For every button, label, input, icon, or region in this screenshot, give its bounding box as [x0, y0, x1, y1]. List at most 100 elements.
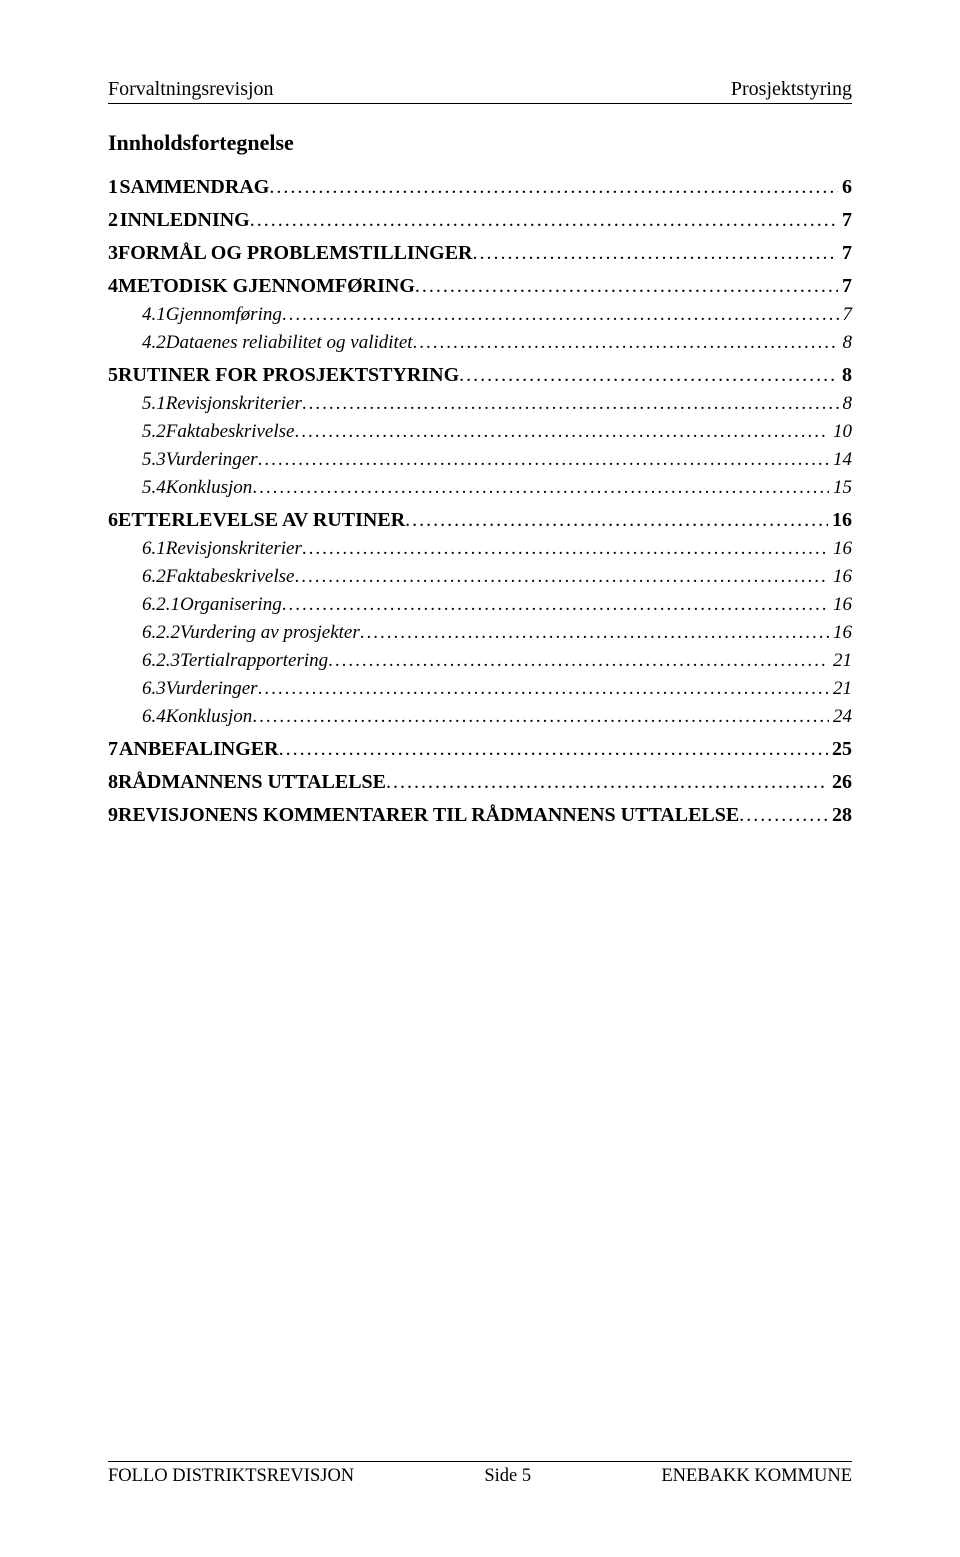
toc-entry-page: 16: [829, 622, 852, 644]
toc-entry-label: Konklusjon: [166, 706, 253, 728]
toc-leader-dots: ........................................…: [294, 566, 829, 588]
toc-entry-label: ETTERLEVELSE AV RUTINER: [118, 509, 405, 532]
toc-leader-dots: ........................................…: [258, 678, 829, 700]
toc-entry: 6.1Revisjonskriterier...................…: [108, 538, 852, 560]
toc-leader-dots: ........................................…: [328, 650, 829, 672]
toc-entry-page: 24: [829, 706, 852, 728]
toc-entry-page: 7: [838, 275, 852, 298]
toc-leader-dots: ........................................…: [739, 804, 828, 827]
toc-leader-dots: ........................................…: [386, 771, 828, 794]
toc-entry: 5.2Faktabeskrivelse.....................…: [108, 421, 852, 443]
toc-entry-page: 14: [829, 449, 852, 471]
toc-entry-number: 5: [108, 364, 118, 387]
toc-entry-page: 10: [829, 421, 852, 443]
toc-entry-label: INNLEDNING: [120, 209, 250, 232]
toc-entry: 5.1Revisjonskriterier...................…: [108, 393, 852, 415]
toc-entry-label: RÅDMANNENS UTTALELSE: [118, 771, 386, 794]
toc-entry-page: 7: [838, 209, 852, 232]
toc-leader-dots: ........................................…: [413, 332, 839, 354]
toc-entry: 5.3Vurderinger..........................…: [108, 449, 852, 471]
toc-entry-label: Vurderinger: [166, 678, 258, 700]
toc-entry-page: 16: [828, 509, 852, 532]
toc-leader-dots: ........................................…: [258, 449, 829, 471]
toc-leader-dots: ........................................…: [252, 706, 829, 728]
toc-entry-number: 1: [108, 176, 119, 199]
toc-leader-dots: ........................................…: [279, 738, 828, 761]
toc-leader-dots: ........................................…: [459, 364, 838, 387]
toc-entry-number: 2: [108, 209, 120, 232]
toc-leader-dots: ........................................…: [252, 477, 829, 499]
toc-leader-dots: ........................................…: [405, 509, 828, 532]
toc-title: Innholdsfortegnelse: [108, 130, 852, 156]
toc-leader-dots: ........................................…: [360, 622, 829, 644]
toc-entry-label: ANBEFALINGER: [119, 738, 279, 761]
toc-entry-number: 6.1: [142, 538, 166, 560]
toc-entry: 3FORMÅL OG PROBLEMSTILLINGER............…: [108, 242, 852, 265]
toc-entry-page: 28: [828, 804, 852, 827]
toc-leader-dots: ........................................…: [302, 393, 839, 415]
toc-entry: 4METODISK GJENNOMFØRING.................…: [108, 275, 852, 298]
header-right: Prosjektstyring: [731, 78, 852, 101]
toc-entry-page: 8: [839, 332, 853, 354]
table-of-contents: 1SAMMENDRAG.............................…: [108, 166, 852, 827]
toc-entry-label: Vurderinger: [166, 449, 258, 471]
toc-entry-number: 5.3: [142, 449, 166, 471]
toc-entry: 6ETTERLEVELSE AV RUTINER................…: [108, 509, 852, 532]
toc-entry-label: METODISK GJENNOMFØRING: [118, 275, 415, 298]
toc-entry-number: 3: [108, 242, 118, 265]
toc-entry-label: Konklusjon: [166, 477, 253, 499]
toc-entry-page: 25: [828, 738, 852, 761]
toc-entry-number: 6.2.2: [142, 622, 180, 644]
toc-entry-number: 5.4: [142, 477, 166, 499]
toc-leader-dots: ........................................…: [415, 275, 838, 298]
toc-entry-page: 7: [839, 304, 853, 326]
toc-entry: 4.1Gjennomføring........................…: [108, 304, 852, 326]
toc-entry-label: Gjennomføring: [166, 304, 282, 326]
toc-entry-number: 6.2: [142, 566, 166, 588]
running-footer: FOLLO DISTRIKTSREVISJON Side 5 ENEBAKK K…: [108, 1461, 852, 1487]
toc-entry-number: 4: [108, 275, 118, 298]
toc-leader-dots: ........................................…: [294, 421, 829, 443]
toc-leader-dots: ........................................…: [269, 176, 838, 199]
toc-entry-number: 5.1: [142, 393, 166, 415]
toc-entry: 6.2.1Organisering.......................…: [108, 594, 852, 616]
header-left: Forvaltningsrevisjon: [108, 78, 274, 101]
toc-entry-page: 16: [829, 538, 852, 560]
toc-entry-number: 5.2: [142, 421, 166, 443]
toc-entry-label: Tertialrapportering: [180, 650, 328, 672]
toc-entry-label: REVISJONENS KOMMENTARER TIL RÅDMANNENS U…: [118, 804, 739, 827]
toc-entry-label: FORMÅL OG PROBLEMSTILLINGER: [118, 242, 473, 265]
toc-entry: 1SAMMENDRAG.............................…: [108, 176, 852, 199]
toc-entry-label: RUTINER FOR PROSJEKTSTYRING: [118, 364, 459, 387]
toc-entry-page: 26: [828, 771, 852, 794]
toc-entry-label: Faktabeskrivelse: [166, 566, 295, 588]
toc-entry: 5RUTINER FOR PROSJEKTSTYRING............…: [108, 364, 852, 387]
toc-entry-label: SAMMENDRAG: [119, 176, 269, 199]
toc-leader-dots: ........................................…: [250, 209, 838, 232]
toc-entry-page: 16: [829, 594, 852, 616]
toc-leader-dots: ........................................…: [282, 304, 839, 326]
toc-entry-page: 6: [838, 176, 852, 199]
toc-entry: 6.2Faktabeskrivelse.....................…: [108, 566, 852, 588]
toc-entry: 6.2.2Vurdering av prosjekter............…: [108, 622, 852, 644]
toc-entry-label: Vurdering av prosjekter: [180, 622, 360, 644]
toc-entry-label: Organisering: [180, 594, 282, 616]
toc-entry-page: 7: [838, 242, 852, 265]
toc-entry: 7ANBEFALINGER...........................…: [108, 738, 852, 761]
toc-entry-number: 6: [108, 509, 118, 532]
footer-center: Side 5: [484, 1466, 531, 1487]
toc-entry-number: 4.2: [142, 332, 166, 354]
toc-entry-page: 8: [838, 364, 852, 387]
toc-leader-dots: ........................................…: [282, 594, 829, 616]
toc-entry-number: 6.3: [142, 678, 166, 700]
toc-entry-page: 21: [829, 650, 852, 672]
document-page: Forvaltningsrevisjon Prosjektstyring Inn…: [0, 0, 960, 1557]
toc-leader-dots: ........................................…: [302, 538, 829, 560]
toc-entry: 4.2Dataenes reliabilitet og validitet...…: [108, 332, 852, 354]
toc-entry-page: 8: [839, 393, 853, 415]
toc-entry: 9REVISJONENS KOMMENTARER TIL RÅDMANNENS …: [108, 804, 852, 827]
toc-entry-page: 15: [829, 477, 852, 499]
toc-entry-number: 4.1: [142, 304, 166, 326]
toc-entry-number: 6.2.1: [142, 594, 180, 616]
toc-entry-number: 6.2.3: [142, 650, 180, 672]
